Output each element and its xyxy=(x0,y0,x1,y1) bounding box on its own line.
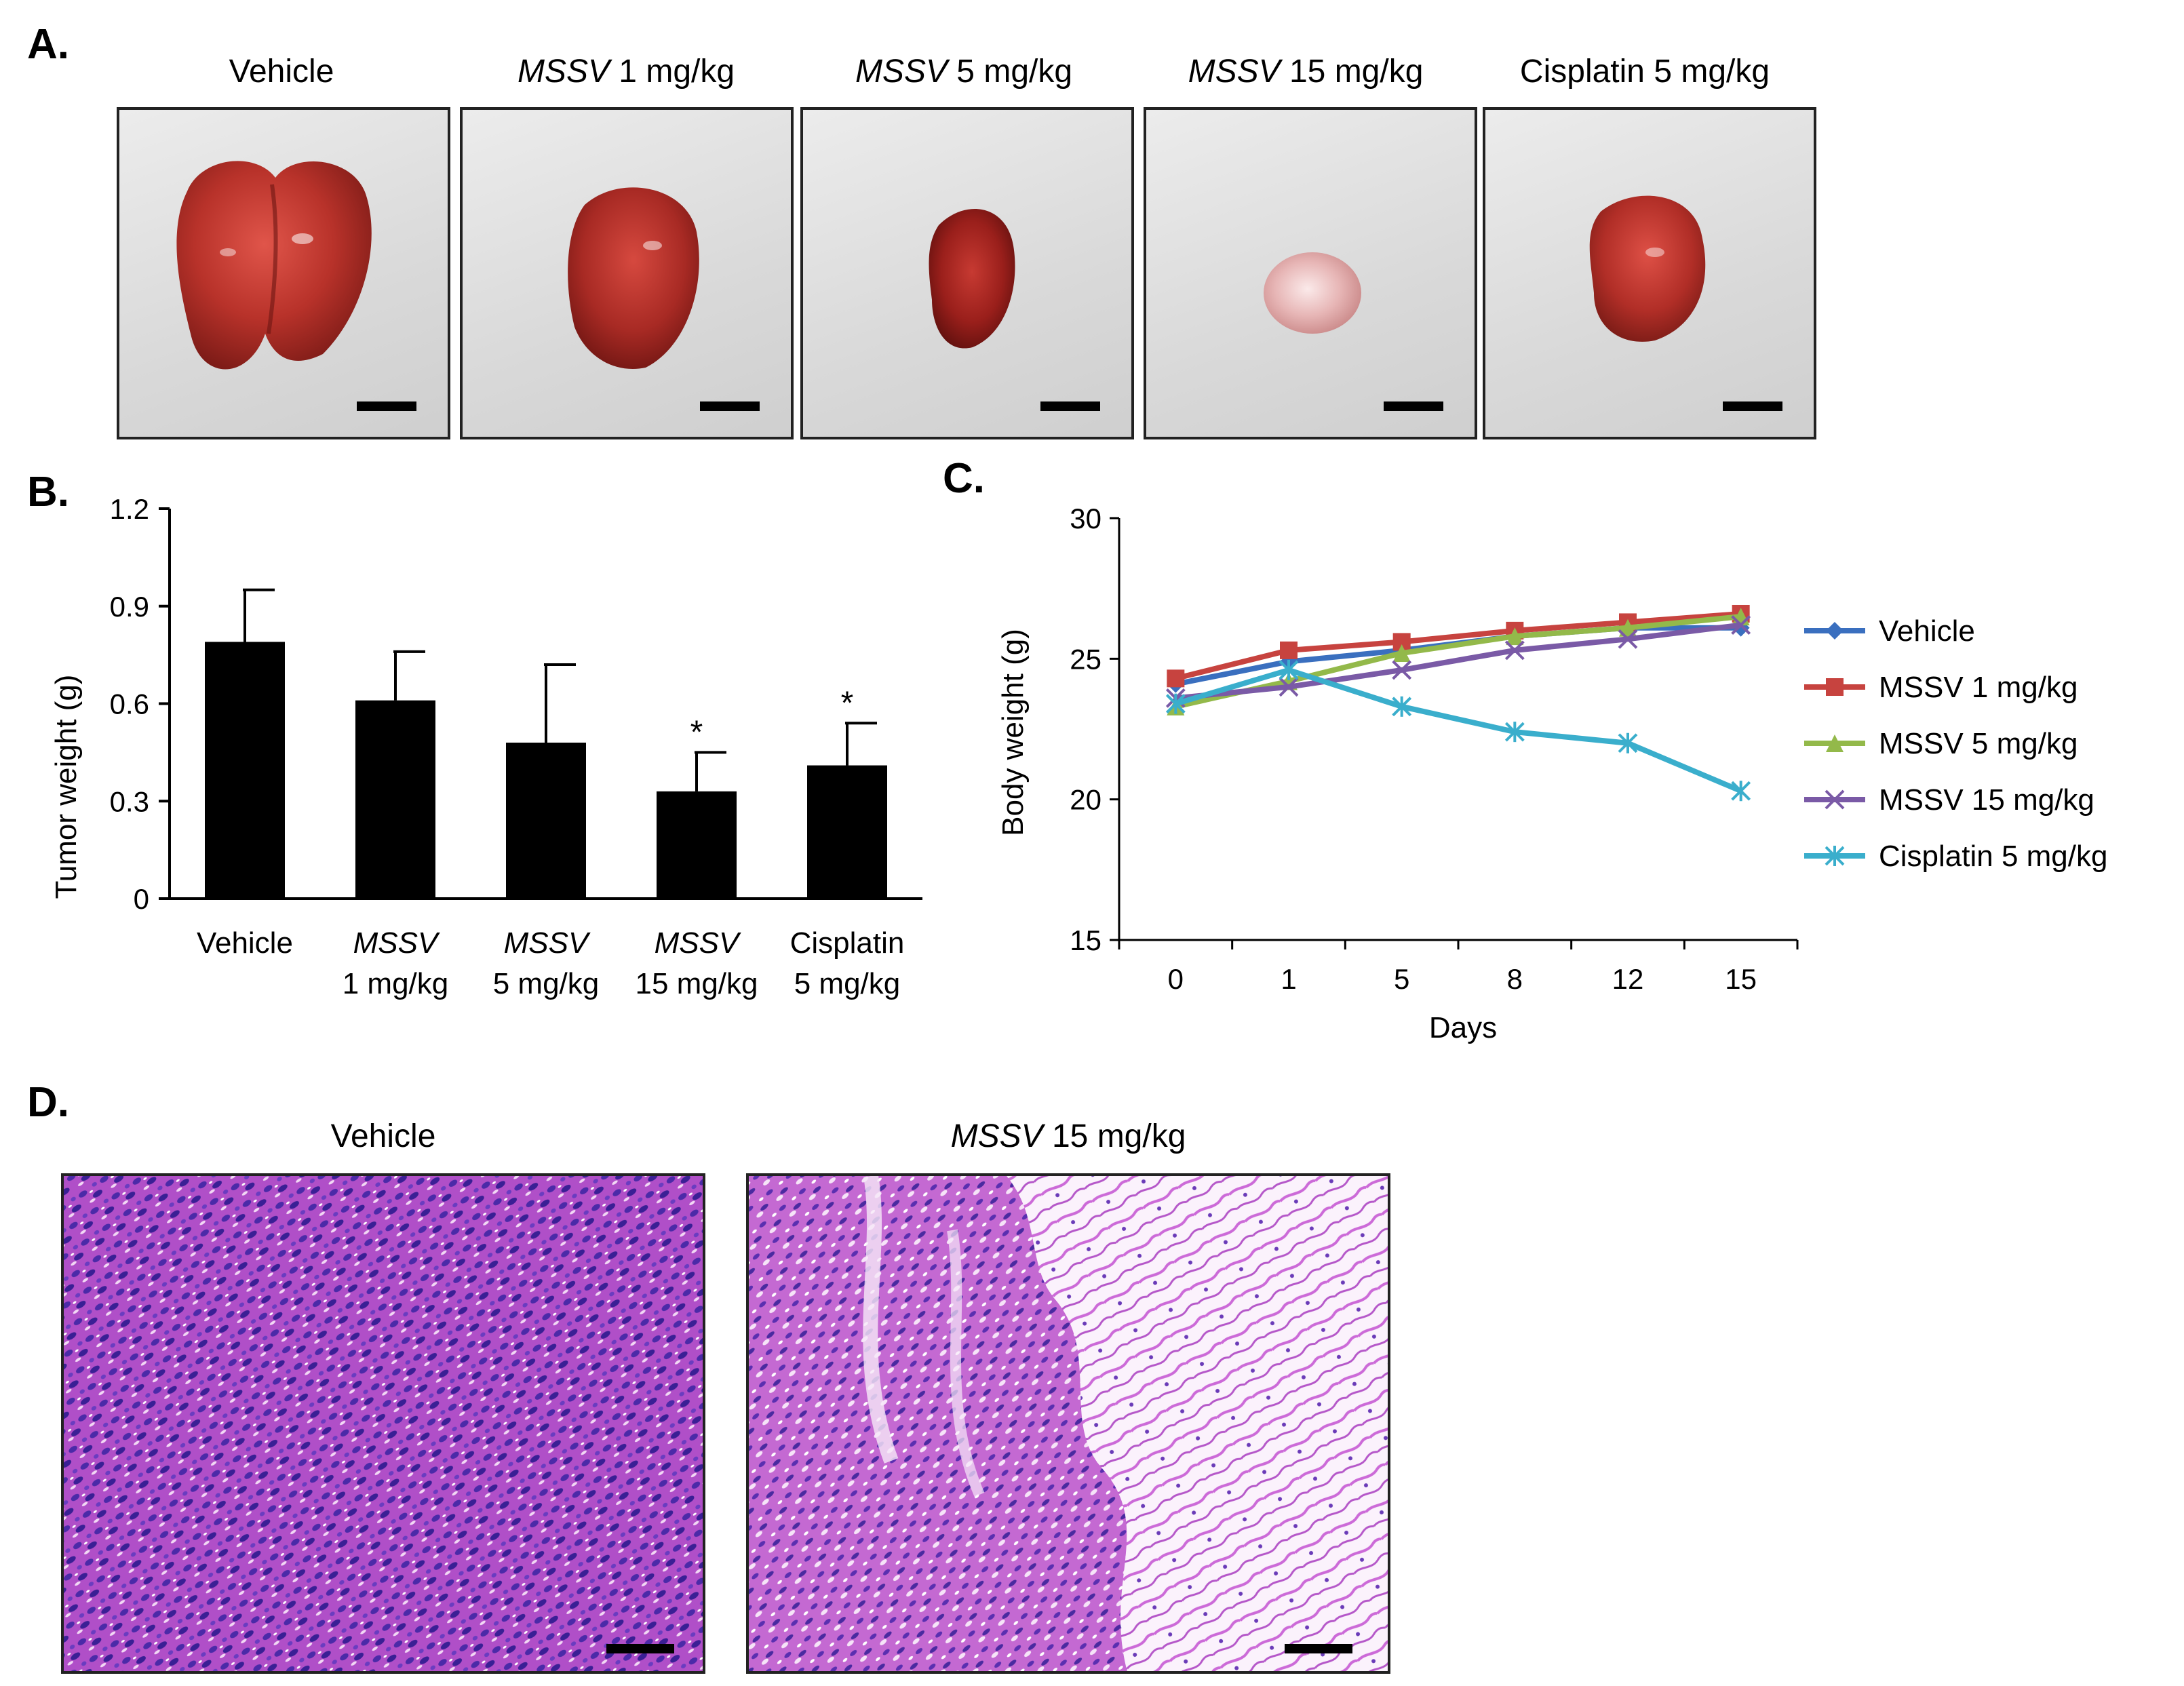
x-tick-label: 0 xyxy=(1168,963,1184,995)
y-tick-label: 20 xyxy=(1070,784,1101,816)
tumor-photo-mssv-5 xyxy=(800,107,1134,439)
significance-marker: * xyxy=(690,714,703,750)
histology-image-vehicle xyxy=(61,1173,705,1674)
tumor-specimen-cisplatin xyxy=(1589,195,1706,342)
legend-label: MSSV 5 mg/kg xyxy=(1879,727,2078,760)
series-line xyxy=(1175,614,1742,709)
y-tick-label: 25 xyxy=(1070,643,1101,675)
legend-label: MSSV 1 mg/kg xyxy=(1879,671,2078,704)
y-tick-label: 15 xyxy=(1070,924,1101,956)
data-point xyxy=(1504,640,1525,661)
tumor-weight-bar-chart: Tumor weight (g) 0 0.3 0.6 0.9 1.2 * * Vehicl… xyxy=(50,493,922,1000)
bar xyxy=(205,642,285,899)
legend-marker xyxy=(1826,678,1844,696)
data-point xyxy=(1619,619,1637,637)
tumor-specimen-mssv-15 xyxy=(1264,252,1361,334)
bar xyxy=(807,765,887,899)
photo-caption-vehicle: Vehicle xyxy=(229,54,334,90)
histology-caption-mssv-15: MSSV 15 mg/kg xyxy=(950,1118,1186,1154)
data-point xyxy=(1504,722,1525,743)
data-point xyxy=(1392,644,1411,663)
photo-caption-mssv-5: MSSV 5 mg/kg xyxy=(855,54,1073,90)
legend-label: MSSV 15 mg/kg xyxy=(1879,783,2094,817)
scale-bar xyxy=(1384,401,1443,411)
legend-label: Cisplatin 5 mg/kg xyxy=(1879,840,2107,873)
photo-caption-cisplatin: Cisplatin 5 mg/kg xyxy=(1519,54,1770,90)
y-tick-label: 0.9 xyxy=(110,591,149,623)
data-point xyxy=(1392,660,1412,680)
x-tick-label: 12 xyxy=(1612,963,1644,995)
data-point xyxy=(1279,659,1299,680)
bar xyxy=(657,791,737,899)
scale-bar xyxy=(357,401,416,411)
bar xyxy=(355,700,435,899)
y-axis-label: Body weight (g) xyxy=(996,629,1030,836)
data-point xyxy=(1279,677,1299,697)
x-tick-label-line2: 15 mg/kg xyxy=(636,967,758,1000)
panel-d-letter: D. xyxy=(27,1079,69,1126)
bar xyxy=(506,743,586,899)
tumor-photo-cisplatin xyxy=(1483,107,1816,439)
histology-caption-vehicle: Vehicle xyxy=(330,1118,436,1154)
series-line xyxy=(1175,667,1742,793)
significance-marker: * xyxy=(841,685,854,721)
tumor-photo-mssv-1 xyxy=(460,107,794,439)
scale-bar xyxy=(606,1644,674,1653)
data-point xyxy=(1618,732,1638,753)
data-point xyxy=(1280,641,1298,659)
scale-bar xyxy=(700,401,760,411)
y-tick-label: 1.2 xyxy=(110,493,149,525)
series-line xyxy=(1175,622,1742,701)
tumor-photo-mssv-15 xyxy=(1144,107,1477,439)
data-point xyxy=(1618,629,1638,649)
x-tick-label-line2: 5 mg/kg xyxy=(794,967,901,1000)
legend-marker xyxy=(1825,846,1845,866)
x-tick-label: MSSV xyxy=(504,926,591,960)
x-tick-label-line2: 5 mg/kg xyxy=(493,967,600,1000)
photo-caption-mssv-15: MSSV 15 mg/kg xyxy=(1188,54,1424,90)
y-tick-label: 0.6 xyxy=(110,688,149,720)
x-tick-label: MSSV xyxy=(353,926,440,960)
tumor-photo-vehicle xyxy=(117,107,450,439)
histology-image-mssv-15 xyxy=(746,1173,1390,1674)
data-point xyxy=(1731,615,1751,635)
y-axis-label: Tumor weight (g) xyxy=(50,675,83,899)
scale-bar xyxy=(1040,401,1100,411)
tumor-specimen-mssv-5 xyxy=(929,209,1015,349)
legend-label: Vehicle xyxy=(1879,614,1975,648)
y-tick-label: 0.3 xyxy=(110,785,149,817)
legend-marker xyxy=(1826,622,1844,640)
x-tick-label: MSSV xyxy=(655,926,741,960)
tumor-specimen-mssv-1 xyxy=(568,187,699,369)
data-point xyxy=(1392,696,1412,717)
panel-a-letter: A. xyxy=(27,21,69,68)
data-point xyxy=(1165,693,1186,714)
x-tick-label-line2: 1 mg/kg xyxy=(343,967,449,1000)
panel-b-letter: B. xyxy=(27,469,69,515)
he-stain-necrotic-tissue xyxy=(749,1176,1388,1671)
photo-caption-mssv-1: MSSV 1 mg/kg xyxy=(517,54,735,90)
data-point xyxy=(1506,627,1524,646)
x-tick-label: 15 xyxy=(1725,963,1757,995)
x-tick-label: Vehicle xyxy=(197,926,293,960)
scale-bar xyxy=(1285,1644,1352,1653)
data-point xyxy=(1167,669,1185,688)
x-tick-label: 8 xyxy=(1507,963,1523,995)
legend-marker xyxy=(1825,789,1845,810)
x-tick-label: Cisplatin xyxy=(790,926,905,960)
he-stain-dense-tissue xyxy=(64,1176,703,1671)
legend-marker xyxy=(1826,734,1844,752)
x-tick-label: 5 xyxy=(1394,963,1409,995)
tumor-specimen-vehicle xyxy=(176,161,372,370)
data-point xyxy=(1731,781,1751,802)
series-line xyxy=(1175,610,1741,682)
x-axis-label: Days xyxy=(1429,1011,1497,1044)
panel-c-letter: C. xyxy=(943,455,985,502)
x-tick-label: 1 xyxy=(1281,963,1296,995)
scale-bar xyxy=(1723,401,1782,411)
y-tick-label: 30 xyxy=(1070,503,1101,534)
y-tick-label: 0 xyxy=(134,883,149,915)
